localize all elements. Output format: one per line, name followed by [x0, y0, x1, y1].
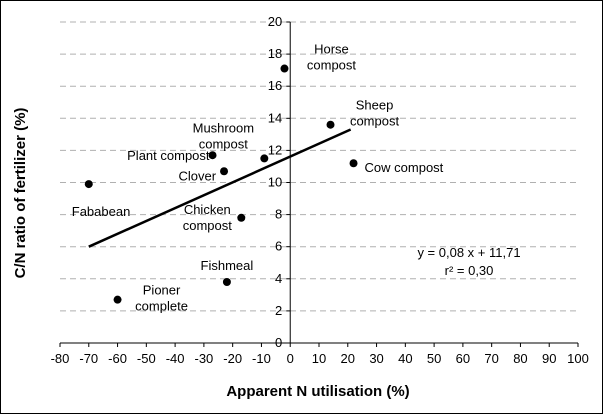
x-tick-label: 90 — [542, 351, 556, 366]
equation-line-2: r² = 0,30 — [445, 263, 494, 278]
x-tick-label: -80 — [51, 351, 70, 366]
y-tick-label: 20 — [268, 14, 282, 29]
data-point — [280, 64, 289, 73]
y-tick-label: 16 — [268, 78, 282, 93]
axes — [59, 21, 579, 347]
point-label: compost — [199, 136, 249, 151]
x-tick-label: 70 — [484, 351, 498, 366]
x-tick-label: -70 — [79, 351, 98, 366]
data-point — [113, 295, 122, 304]
x-axis-title: Apparent N utilisation (%) — [226, 383, 409, 400]
point-label: Cow compost — [365, 160, 444, 175]
point-label: Clover — [178, 168, 216, 183]
point-label: complete — [135, 299, 188, 314]
data-point — [326, 120, 335, 129]
y-tick-label: 10 — [268, 175, 282, 190]
point-label: Chicken — [184, 202, 231, 217]
point-label: Fababean — [72, 204, 131, 219]
y-tick-label: 12 — [268, 142, 282, 157]
x-tick-label: -50 — [137, 351, 156, 366]
x-tick-label: -60 — [108, 351, 127, 366]
point-label: Plant compost — [127, 148, 210, 163]
point-label: compost — [307, 58, 357, 73]
y-tick-labels: 0 2 4 6 8 10 12 14 16 18 20 — [268, 14, 282, 350]
point-label: Horse — [314, 42, 349, 57]
data-point — [84, 180, 93, 189]
x-tick-label: 50 — [427, 351, 441, 366]
y-tick-label: 18 — [268, 46, 282, 61]
equation-line-1: y = 0,08 x + 11,71 — [417, 245, 520, 260]
data-point — [208, 151, 217, 160]
data-point — [220, 167, 229, 176]
trendline — [88, 128, 352, 248]
point-label: compost — [350, 114, 400, 129]
data-points — [84, 64, 358, 304]
x-tick-label: 30 — [369, 351, 383, 366]
gridlines — [60, 21, 578, 312]
data-point — [237, 213, 246, 222]
trendline-group — [88, 128, 352, 248]
x-tick-label: -20 — [223, 351, 242, 366]
data-point — [222, 278, 231, 287]
x-tick-label: 100 — [567, 351, 589, 366]
y-tick-label: 4 — [275, 271, 282, 286]
y-tick-label: 6 — [275, 239, 282, 254]
x-tick-label: 0 — [287, 351, 294, 366]
x-tick-label: 60 — [456, 351, 470, 366]
x-tick-label: 40 — [398, 351, 412, 366]
data-point — [349, 159, 358, 168]
point-label: Pioner — [143, 283, 181, 298]
y-tick-label: 2 — [275, 303, 282, 318]
y-tick-label: 8 — [275, 207, 282, 222]
y-tick-label: 14 — [268, 110, 282, 125]
y-tick-label: 0 — [275, 335, 282, 350]
x-tick-label: -10 — [252, 351, 271, 366]
point-label: Fishmeal — [201, 258, 254, 273]
x-tick-label: -30 — [194, 351, 213, 366]
y-axis-title: C/N ratio of fertilizer (%) — [12, 108, 29, 279]
x-tick-label: 20 — [341, 351, 355, 366]
point-label: Sheep — [356, 98, 394, 113]
x-tick-labels: -80 -70 -60 -50 -40 -30 -20 -10 0 10 20 30 40 50 60 70 8… — [51, 351, 589, 366]
point-label: compost — [183, 218, 233, 233]
x-tick-label: 10 — [312, 351, 326, 366]
x-tick-label: 80 — [513, 351, 527, 366]
point-label: Mushroom — [193, 120, 254, 135]
x-tick-label: -40 — [166, 351, 185, 366]
data-point — [260, 154, 269, 163]
